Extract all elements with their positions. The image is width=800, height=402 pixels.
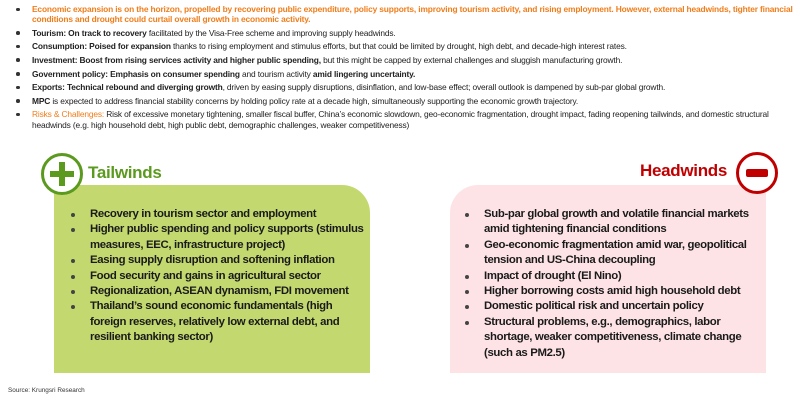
summary-item: Exports: Technical rebound and diverging… [14, 82, 799, 92]
headwinds-item: Structural problems, e.g., demographics,… [464, 315, 762, 361]
summary-item: Investment: Boost from rising services a… [14, 55, 799, 65]
source-note: Source: Krungsri Research [8, 387, 85, 394]
tailwinds-panel: Recovery in tourism sector and employmen… [54, 185, 370, 373]
summary-text: but this might be capped by external cha… [320, 54, 623, 65]
summary-bold: amid lingering uncertainty. [312, 68, 416, 79]
summary-item: MPC is expected to address financial sta… [14, 96, 799, 106]
tailwinds-list: Recovery in tourism sector and employmen… [70, 207, 368, 346]
tailwinds-item: Food security and gains in agricultural … [70, 269, 368, 284]
summary-text: Economic expansion is on the horizon, pr… [32, 4, 793, 25]
headwinds-item: Sub-par global growth and volatile finan… [464, 207, 762, 238]
headwinds-item: Geo-economic fragmentation amid war, geo… [464, 238, 762, 269]
headwinds-title: Headwinds [640, 161, 728, 180]
summary-bold: Government policy: Emphasis on consumer … [32, 68, 240, 79]
summary-text: and tourism activity [239, 68, 313, 79]
plus-circle-icon [41, 153, 83, 195]
summary-text: is expected to address financial stabili… [50, 95, 579, 106]
summary-bold: Investment: Boost from rising services a… [32, 54, 321, 65]
headwinds-panel: Sub-par global growth and volatile finan… [450, 185, 766, 373]
summary-label: Risks & Challenges: [32, 109, 105, 120]
summary-text: facilitated by the Visa-Free scheme and … [146, 27, 396, 38]
summary-bold: Consumption: Poised for expansion [32, 41, 171, 52]
summary-bold: Tourism: On track to recovery [32, 27, 147, 38]
summary-item: Tourism: On track to recovery facilitate… [14, 28, 799, 38]
tailwinds-item: Thailand’s sound economic fundamentals (… [70, 299, 368, 345]
headwinds-item: Impact of drought (El Nino) [464, 269, 762, 284]
headwinds-list: Sub-par global growth and volatile finan… [464, 207, 762, 361]
summary-item: Economic expansion is on the horizon, pr… [14, 4, 799, 24]
headwinds-item: Higher borrowing costs amid high househo… [464, 284, 762, 299]
summary-text: , driven by easing supply disruptions, d… [222, 82, 666, 93]
tailwinds-item: Easing supply disruption and softening i… [70, 253, 368, 268]
tailwinds-title: Tailwinds [88, 163, 162, 182]
minus-circle-icon [736, 152, 778, 194]
headwinds-item: Domestic political risk and uncertain po… [464, 299, 762, 314]
summary-text: thanks to rising employment and stimulus… [170, 41, 627, 52]
summary-item: Risks & Challenges: Risk of excessive mo… [14, 109, 799, 130]
tailwinds-item: Recovery in tourism sector and employmen… [70, 207, 368, 222]
summary-bold: Exports: Technical rebound and diverging… [32, 82, 223, 93]
tailwinds-item: Higher public spending and policy suppor… [70, 222, 368, 253]
summary-text: Risk of excessive monetary tightening, s… [32, 109, 769, 130]
tailwinds-item: Regionalization, ASEAN dynamism, FDI mov… [70, 284, 368, 299]
summary-item: Government policy: Emphasis on consumer … [14, 69, 799, 79]
summary-list: Economic expansion is on the horizon, pr… [14, 4, 799, 133]
summary-item: Consumption: Poised for expansion thanks… [14, 41, 799, 51]
summary-bold: MPC [32, 95, 51, 106]
